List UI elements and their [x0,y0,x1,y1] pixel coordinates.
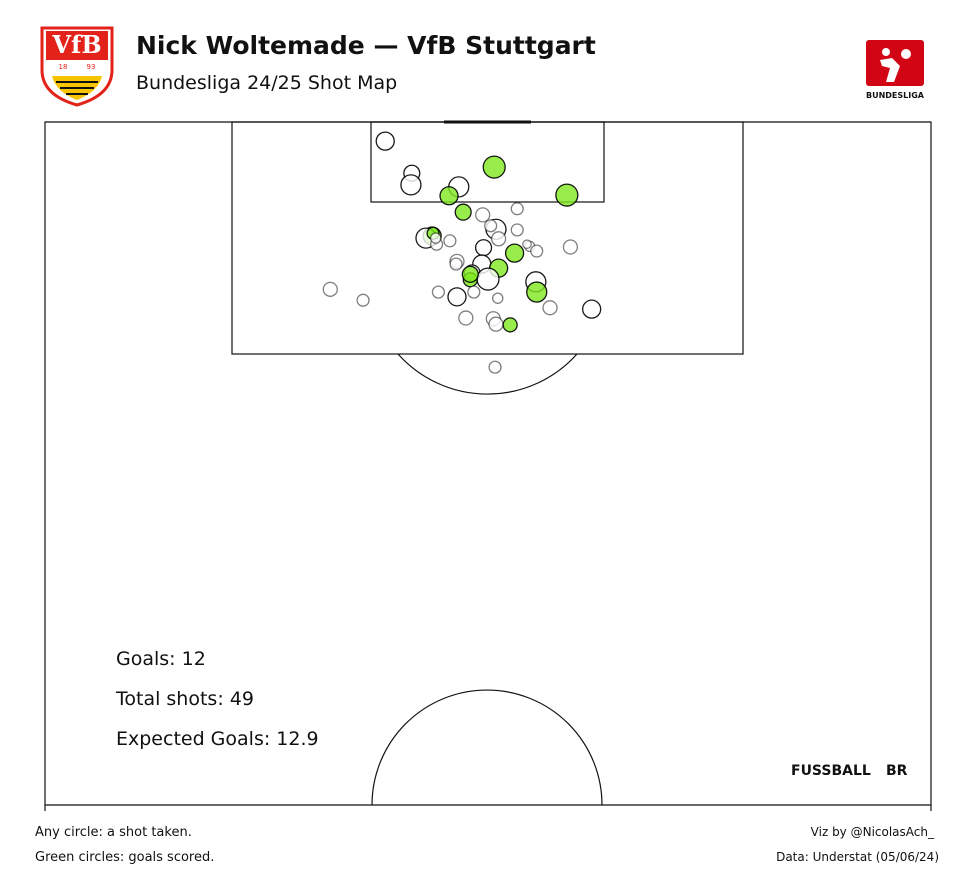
shot [322,281,338,297]
brand-text: BR [886,763,908,779]
note: Green circles: goals scored. [35,850,214,865]
shot [449,257,463,271]
shot [447,287,467,307]
shot [562,239,579,255]
crest-text: VfB [51,30,101,59]
stat-text: Goals: 12 [116,648,206,670]
goal-shot [502,317,518,333]
center-circle [371,689,603,806]
pitch [44,120,932,811]
shots [322,131,602,374]
crest-year: 93 [87,63,96,71]
shot [431,285,445,299]
credit: Viz by @NicolasAch_ [811,825,935,839]
shot [443,234,457,248]
credit: Data: Understat (05/06/24) [776,850,939,864]
goal-shot [526,281,548,303]
shot [522,239,532,250]
brand-text: FUSSBALL [791,763,871,779]
shot [474,239,493,257]
shot [542,300,558,316]
stat-text: Total shots: 49 [115,688,254,710]
shot [476,267,500,291]
goal-shot [555,183,579,207]
shot [400,174,422,196]
shot [582,299,602,319]
league-logo-text: BUNDESLIGA [866,91,925,100]
goal-shot [439,186,459,206]
shot [492,292,504,304]
club-crest: VfB 18 93 [40,26,114,107]
shot [488,316,504,332]
chart-subtitle: Bundesliga 24/25 Shot Map [136,72,397,94]
shot [375,131,395,151]
shot [429,232,442,244]
goal-shot [454,203,472,221]
league-logo: BUNDESLIGA [866,40,925,100]
shot [491,231,507,247]
chart-title: Nick Woltemade — VfB Stuttgart [136,31,596,60]
shot [484,219,498,233]
crest-year: 18 [59,63,68,71]
goal-shot [461,265,479,283]
shot [530,244,544,258]
stat-text: Expected Goals: 12.9 [116,728,319,750]
note: Any circle: a shot taken. [35,825,192,840]
shot [510,202,524,216]
goal-shot [482,155,506,179]
shot [510,223,524,237]
shot [458,310,474,326]
shot [356,293,370,307]
shot [475,207,491,223]
goal-shot [504,243,525,263]
shot [467,285,481,299]
shot [488,360,502,374]
penalty-arc [397,353,578,395]
